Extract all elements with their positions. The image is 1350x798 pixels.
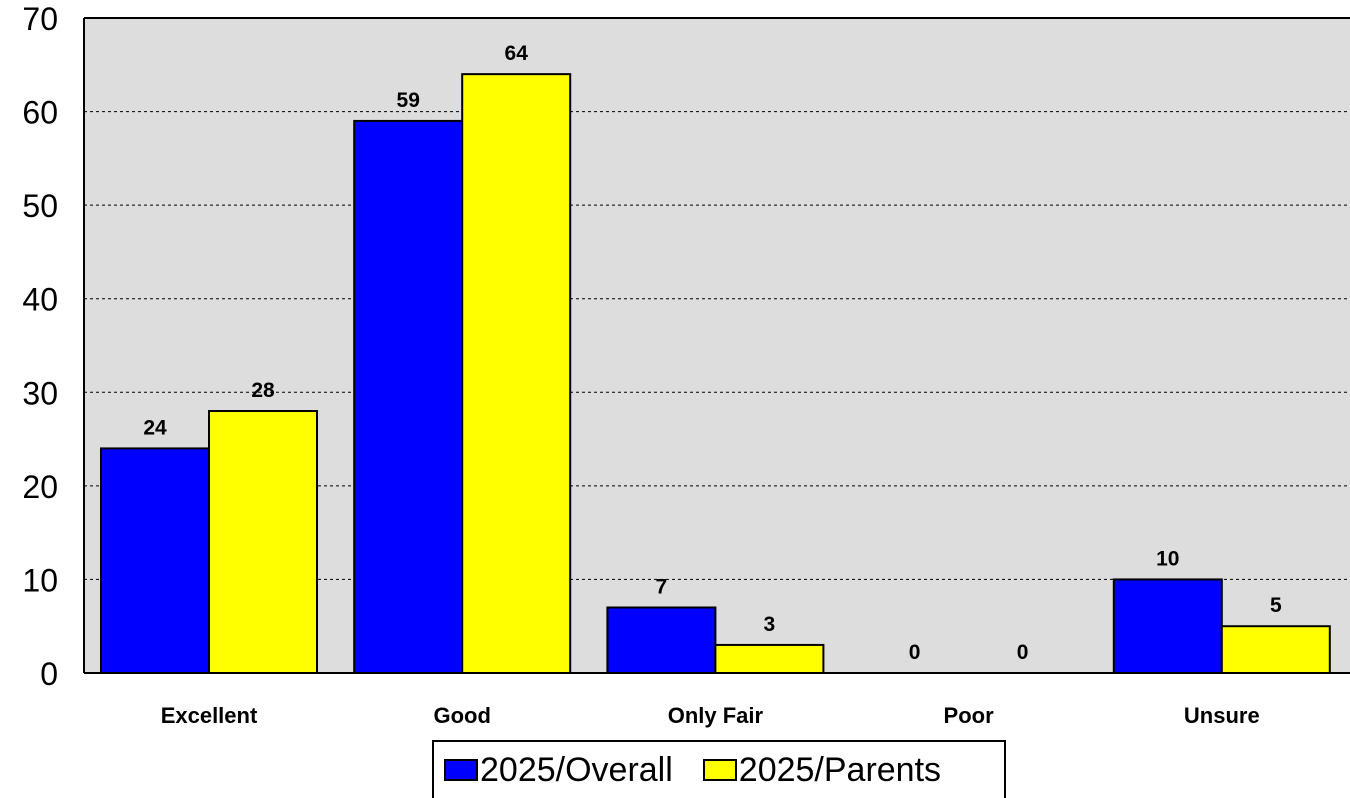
legend: 2025/Overall 2025/Parents xyxy=(432,740,1006,798)
bar-unsure-overall xyxy=(1112,578,1223,675)
data-label: 7 xyxy=(656,576,668,599)
data-labels: 24 28 59 64 7 3 0 0 10 5 xyxy=(143,42,1282,664)
bar-only-fair-overall xyxy=(606,606,717,674)
data-label: 24 xyxy=(143,416,167,439)
x-tick-label: Only Fair xyxy=(668,703,764,728)
data-label: 3 xyxy=(764,613,776,636)
y-tick-label: 60 xyxy=(22,95,58,131)
bar-good-parents xyxy=(461,73,572,674)
legend-label-parents: 2025/Parents xyxy=(738,750,942,789)
bar-unsure-parents xyxy=(1220,625,1331,675)
bar-excellent-overall xyxy=(100,447,210,674)
x-tick-label: Unsure xyxy=(1184,703,1260,728)
legend-item-overall: 2025/Overall xyxy=(444,751,673,790)
legend-item-parents: 2025/Parents xyxy=(702,750,942,790)
y-tick-label: 0 xyxy=(40,656,58,692)
data-label: 0 xyxy=(909,641,921,664)
y-tick-label: 50 xyxy=(22,188,58,224)
data-label: 5 xyxy=(1270,594,1282,617)
data-label: 28 xyxy=(251,379,275,402)
data-label: 10 xyxy=(1156,547,1179,570)
bar-only-fair-parents xyxy=(714,643,825,675)
x-tick-label: Good xyxy=(433,703,490,728)
y-axis: 0 10 20 30 40 50 60 70 xyxy=(22,1,58,692)
x-tick-label: Poor xyxy=(944,703,995,728)
data-label: 0 xyxy=(1017,641,1029,664)
y-tick-label: 30 xyxy=(22,375,58,411)
legend-label-overall: 2025/Overall xyxy=(480,750,673,789)
y-tick-label: 40 xyxy=(22,282,58,318)
y-tick-label: 70 xyxy=(22,1,58,37)
bar-good-overall xyxy=(353,119,464,674)
x-tick-label: Excellent xyxy=(161,703,258,728)
legend-swatch-overall xyxy=(444,759,478,781)
y-tick-label: 10 xyxy=(22,562,58,598)
bars xyxy=(100,73,1331,675)
bar-excellent-parents xyxy=(208,410,318,674)
x-axis: Excellent Good Only Fair Poor Unsure xyxy=(161,703,1260,728)
legend-swatch-parents xyxy=(702,759,737,781)
data-label: 64 xyxy=(505,42,529,65)
data-label: 59 xyxy=(397,89,420,112)
y-tick-label: 20 xyxy=(22,469,58,505)
